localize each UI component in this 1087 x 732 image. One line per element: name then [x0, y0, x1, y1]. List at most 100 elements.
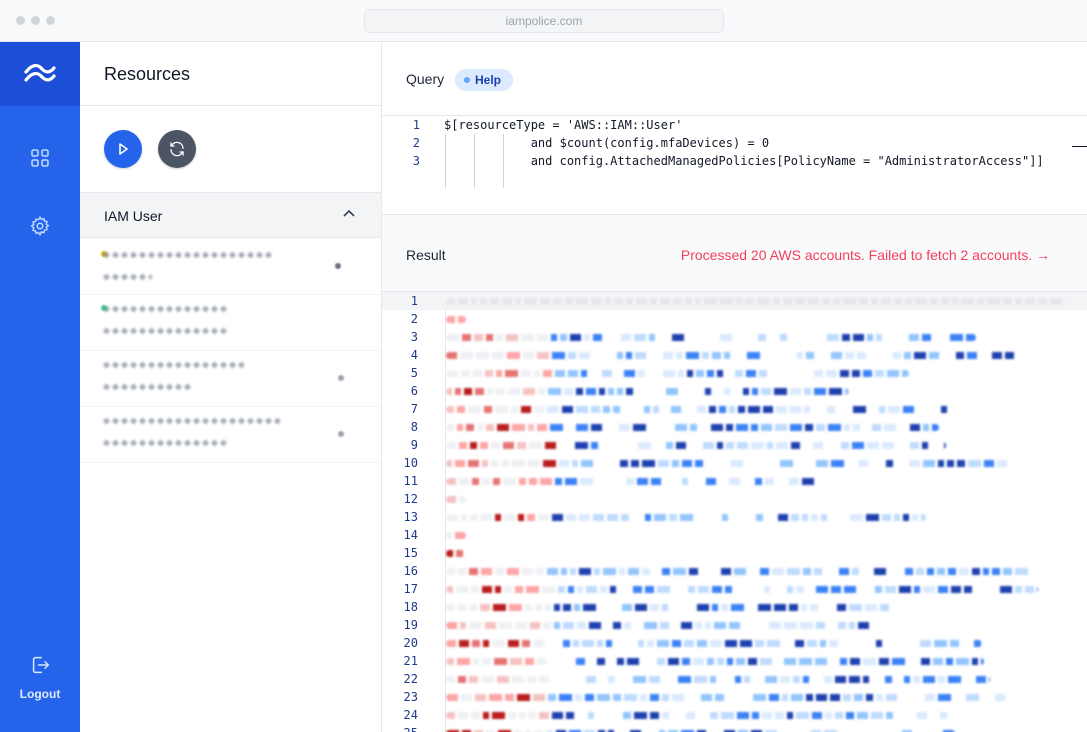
line-number: 25: [402, 724, 418, 732]
line-number: 7: [410, 402, 418, 416]
url-bar[interactable]: iampolice.com: [364, 9, 724, 33]
line-number: 11: [403, 474, 418, 488]
blurred-marker: [335, 263, 341, 269]
redacted-json-content: [446, 478, 829, 485]
redacted-json-content: [446, 622, 876, 629]
result-header: Result Processed 20 AWS accounts. Failed…: [382, 214, 1087, 292]
list-item[interactable]: [80, 407, 381, 463]
result-line: 12: [382, 490, 1087, 508]
editor-cursor: [1072, 146, 1087, 147]
grid-icon[interactable]: [24, 142, 56, 174]
result-line: 17: [382, 580, 1087, 598]
line-number: 8: [410, 420, 418, 434]
result-status-link[interactable]: Processed 20 AWS accounts. Failed to fet…: [680, 247, 1050, 263]
line-number: 18: [403, 600, 418, 614]
code-text: $[resourceType = 'AWS::IAM::User': [444, 118, 683, 132]
redacted-json-content: [446, 514, 927, 521]
logout-icon: [32, 656, 50, 674]
list-item[interactable]: [80, 295, 381, 351]
refresh-button[interactable]: [158, 130, 196, 168]
redacted-json-content: [446, 442, 946, 449]
query-editor[interactable]: 1 $[resourceType = 'AWS::IAM::User' 2 an…: [382, 116, 1087, 214]
line-number: 20: [403, 636, 418, 650]
redacted-json-content: [446, 334, 976, 341]
chevron-up-icon: [342, 207, 356, 226]
resources-title: Resources: [104, 64, 191, 84]
redacted-json-content: [446, 676, 990, 683]
blurred-text: [102, 439, 226, 447]
redacted-json-content: [446, 370, 910, 377]
line-number: 22: [403, 672, 418, 686]
line-number: 23: [403, 690, 418, 704]
gear-icon[interactable]: [24, 210, 56, 242]
result-line: 5: [382, 364, 1087, 382]
result-line: 13: [382, 508, 1087, 526]
window-dot: [31, 16, 40, 25]
line-number: 5: [410, 366, 418, 380]
logout-button[interactable]: Logout: [0, 654, 80, 701]
redacted-json-content: [446, 496, 466, 503]
result-line: 22: [382, 670, 1087, 688]
line-number: 1: [410, 294, 418, 308]
indent-guide: [445, 134, 446, 188]
blurred-text: [102, 383, 194, 391]
blurred-text: [102, 273, 152, 281]
wind-logo-icon[interactable]: [0, 42, 80, 106]
blurred-marker: [338, 375, 344, 381]
result-label: Result: [406, 247, 446, 263]
redacted-json-content: [446, 604, 893, 611]
line-number: 12: [403, 492, 418, 506]
result-line: 10: [382, 454, 1087, 472]
line-number: 14: [403, 528, 418, 542]
play-icon: [119, 143, 128, 155]
blurred-text: [102, 305, 228, 313]
browser-chrome: iampolice.com: [0, 0, 1087, 42]
result-line: 18: [382, 598, 1087, 616]
line-number: 9: [410, 438, 418, 452]
result-line: 14: [382, 526, 1087, 544]
run-query-button[interactable]: [104, 130, 142, 168]
result-line: 25: [382, 724, 1087, 732]
main-content: Query Help 1 $[resourceType = 'AWS::IAM:…: [382, 42, 1087, 732]
refresh-icon: [170, 141, 184, 157]
app-sidebar: Logout: [0, 42, 80, 732]
iam-user-section-toggle[interactable]: IAM User: [80, 192, 381, 238]
line-number: 2: [410, 312, 418, 326]
redacted-json-content: [446, 694, 1006, 701]
window-controls: [16, 16, 55, 25]
resources-panel: Resources IAM User: [80, 42, 382, 732]
result-line: 7: [382, 400, 1087, 418]
line-number: 6: [410, 384, 418, 398]
redacted-json-content: [446, 316, 466, 323]
result-line: 3: [382, 328, 1087, 346]
result-line: 4: [382, 346, 1087, 364]
result-line: 2: [382, 310, 1087, 328]
blurred-marker: [338, 431, 344, 437]
result-line: 11: [382, 472, 1087, 490]
result-line: 20: [382, 634, 1087, 652]
result-line: 15: [382, 544, 1087, 562]
redacted-json-content: [446, 460, 1038, 467]
result-line: 23: [382, 688, 1087, 706]
redacted-json-content: [446, 658, 985, 665]
code-line: 2 and $count(config.mfaDevices) = 0: [382, 134, 1087, 152]
line-number: 4: [410, 348, 418, 362]
code-line: 1 $[resourceType = 'AWS::IAM::User': [382, 116, 1087, 134]
iam-user-list: [80, 239, 381, 463]
result-line: 16: [382, 562, 1087, 580]
list-item[interactable]: [80, 351, 381, 407]
line-number: 1: [412, 118, 420, 132]
result-line: 1: [382, 292, 1087, 310]
help-badge[interactable]: Help: [455, 69, 514, 91]
redacted-json-content: [446, 712, 949, 719]
line-number: 16: [403, 564, 418, 578]
redacted-json-content: [446, 424, 940, 431]
section-label: IAM User: [104, 208, 163, 224]
line-number: 19: [403, 618, 418, 632]
result-viewer[interactable]: 1234567891011121314151617181920212223242…: [382, 292, 1087, 732]
line-number: 17: [403, 582, 418, 596]
query-header: Query Help: [382, 42, 1087, 116]
line-number: 10: [403, 456, 418, 470]
redacted-json-content: [446, 586, 1038, 593]
list-item[interactable]: [80, 239, 381, 295]
